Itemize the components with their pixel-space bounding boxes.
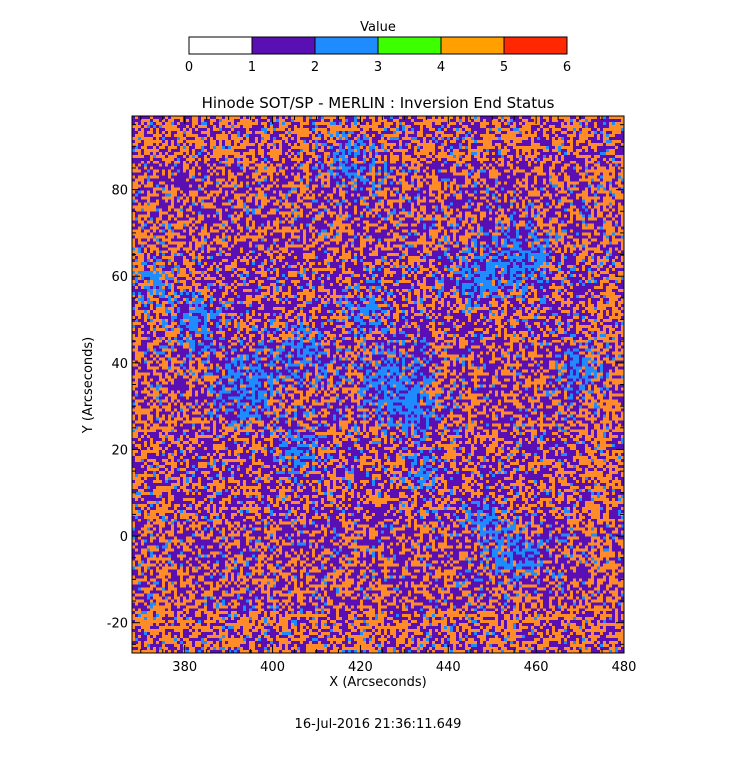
- y-tick-label: 60: [111, 270, 128, 285]
- y-axis-label: Y (Arcseconds): [81, 337, 96, 434]
- colorbar-tick-label: 5: [500, 60, 508, 75]
- colorbar-tick-label: 6: [563, 60, 571, 75]
- colorbar-tick-label: 0: [185, 60, 193, 75]
- colorbar-tick-label: 2: [311, 60, 319, 75]
- colorbar-segment-2: [315, 37, 378, 54]
- colorbar-tick-label: 4: [437, 60, 445, 75]
- colorbar-segment-4: [441, 37, 504, 54]
- y-axis-ticks: -20 0 20 40 60 80: [107, 124, 624, 645]
- colorbar-tick-label: 3: [374, 60, 382, 75]
- heatmap-cells: [132, 116, 624, 653]
- x-axis-label: X (Arcseconds): [329, 675, 426, 690]
- colorbar-ticks: 0 1 2 3 4 5 6: [185, 37, 571, 75]
- colorbar-segment-5: [504, 37, 567, 54]
- y-tick-label: 40: [111, 357, 128, 372]
- colorbar-segment-3: [378, 37, 441, 54]
- x-tick-label: 380: [172, 660, 197, 675]
- x-axis-ticks: 380 400 420 440 460 480: [140, 116, 637, 675]
- colorbar-tick-label: 1: [248, 60, 256, 75]
- heatmap-image: [132, 116, 624, 653]
- chart-title: Hinode SOT/SP - MERLIN : Inversion End S…: [202, 94, 555, 112]
- colorbar-segments: [189, 37, 567, 54]
- x-tick-label: 420: [348, 660, 373, 675]
- colorbar: Value 0 1 2 3 4 5 6: [185, 20, 571, 75]
- x-tick-label: 460: [524, 660, 549, 675]
- colorbar-segment-1: [252, 37, 315, 54]
- y-tick-label: -20: [107, 617, 128, 632]
- footer-timestamp: 16-Jul-2016 21:36:11.649: [295, 717, 462, 732]
- plot-area: 380 400 420 440 460 480 -20 0 20 40 60 80: [107, 115, 637, 675]
- colorbar-title: Value: [360, 20, 396, 35]
- y-tick-label: 20: [111, 443, 128, 458]
- x-tick-label: 480: [612, 660, 637, 675]
- y-tick-label: 0: [120, 530, 128, 545]
- y-tick-label: 80: [111, 184, 128, 199]
- colorbar-segment-0: [189, 37, 252, 54]
- x-tick-label: 400: [260, 660, 285, 675]
- x-tick-label: 440: [436, 660, 461, 675]
